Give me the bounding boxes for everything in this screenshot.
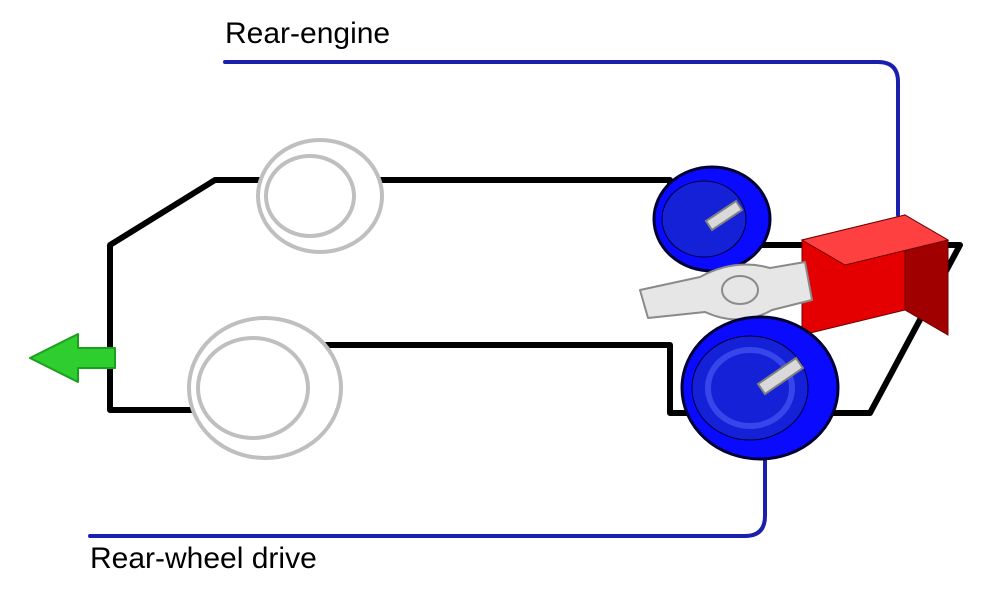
front-wheel-far-face [266,156,354,236]
callout-bottom [90,450,765,536]
rear-wheel-far-face [662,181,746,257]
transmission [640,262,812,320]
diagram-stage: Rear-engine Rear-wheel drive [0,0,1000,603]
diagram-svg [0,0,1000,603]
direction-arrow-icon [30,334,115,382]
front-wheel-near-face [198,338,308,438]
